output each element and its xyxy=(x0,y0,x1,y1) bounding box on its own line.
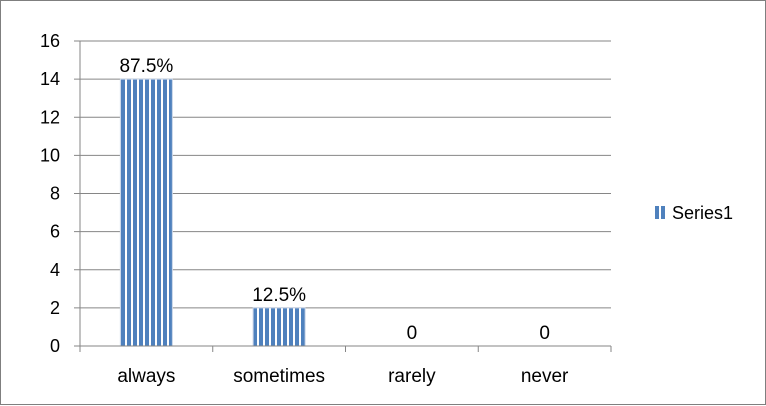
legend-label: Series1 xyxy=(672,203,733,223)
data-label: 87.5% xyxy=(119,56,173,77)
y-tick-label: 6 xyxy=(50,222,60,242)
x-category-label: rarely xyxy=(388,366,436,387)
axes xyxy=(74,40,612,352)
bar-sometimes xyxy=(252,307,306,347)
x-category-label: never xyxy=(521,366,569,387)
data-label: 0 xyxy=(407,323,418,344)
bar-always xyxy=(119,78,173,347)
y-tick-label: 14 xyxy=(40,69,60,89)
legend: Series1 xyxy=(654,203,733,223)
y-tick-label: 12 xyxy=(40,107,60,127)
data-label: 0 xyxy=(539,323,550,344)
y-tick-label: 4 xyxy=(50,260,60,280)
y-tick-label: 8 xyxy=(50,184,60,204)
y-tick-label: 2 xyxy=(50,298,60,318)
labels: 0 2 4 6 8 10 12 14 16 always 87.5% sometimes 12.5% ra… xyxy=(40,31,569,387)
x-category-label: sometimes xyxy=(233,366,325,387)
y-tick-label: 0 xyxy=(50,336,60,356)
y-tick-label: 16 xyxy=(40,31,60,51)
legend-swatch xyxy=(654,206,665,219)
bars xyxy=(119,78,306,347)
y-tick-label: 10 xyxy=(40,145,60,165)
data-label: 12.5% xyxy=(252,285,306,306)
x-category-label: always xyxy=(117,366,175,387)
